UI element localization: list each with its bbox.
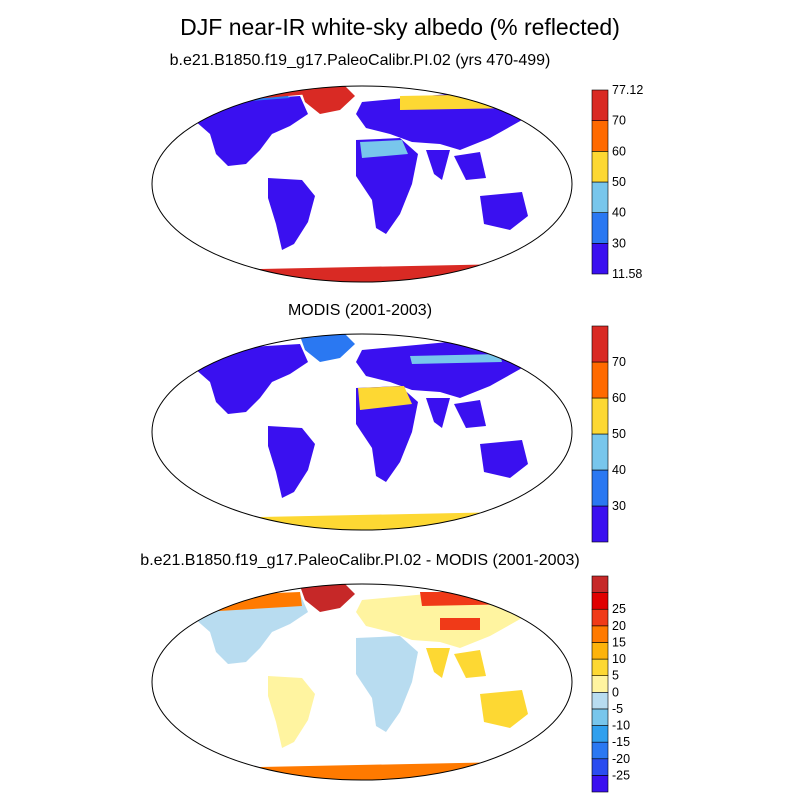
land-greenland (300, 584, 355, 612)
colorbar-segment (591, 692, 609, 710)
colorbar-segment (591, 397, 609, 435)
land-siberia-band (410, 354, 502, 364)
land-antarctica (152, 512, 570, 530)
colorbar-tick-label: 0 (612, 685, 619, 699)
colorbar-segment (591, 608, 609, 627)
land-siberia-band (420, 592, 522, 606)
colorbar-obs: 30 40 50 60 70 (591, 325, 626, 543)
land-africa (356, 636, 418, 732)
colorbar-segment (591, 361, 609, 399)
panel-title-obs: MODIS (2001-2003) (287, 302, 433, 319)
colorbar-segment (591, 758, 609, 776)
colorbar-segment (591, 469, 609, 507)
land-north-america (194, 594, 308, 664)
land-sahara (358, 386, 412, 410)
map-diff (151, 583, 573, 781)
colorbar-tick-label: 50 (612, 175, 626, 189)
colorbar-tick-label: 40 (612, 206, 626, 220)
colorbar-segment (591, 151, 609, 183)
land-india (426, 398, 450, 428)
colorbar-segment (591, 725, 609, 743)
land-southeast-asia (454, 650, 486, 678)
land-greenland (300, 334, 355, 362)
land-india (426, 648, 450, 678)
colorbar-segment (591, 592, 609, 610)
colorbar-tick-label: 5 (612, 669, 619, 683)
land-india (426, 150, 450, 180)
colorbar-tick-label: 60 (612, 144, 626, 158)
colorbar-segment (591, 642, 609, 660)
land-australia (480, 192, 528, 230)
colorbar-tick-label: 40 (612, 463, 626, 477)
colorbar-segment (591, 625, 609, 643)
colorbar-segment (591, 243, 609, 275)
land-tibet (440, 618, 480, 630)
land-north-america (194, 344, 308, 414)
colorbar-segment (591, 325, 609, 363)
colorbar-segment (591, 575, 609, 593)
land-australia (480, 690, 528, 728)
colorbar-tick-label: -15 (612, 735, 630, 749)
colorbar-segment (591, 181, 609, 213)
colorbar-tick-label: 30 (612, 236, 626, 250)
colorbar-tick-label: 70 (612, 114, 626, 128)
land-antarctica (152, 264, 570, 282)
colorbar-tick-label: 15 (612, 635, 626, 649)
colorbar-tick-label: 70 (612, 355, 626, 369)
map-border (151, 333, 573, 531)
land-antarctica (152, 762, 570, 780)
colorbar-tick-label: 25 (612, 602, 626, 616)
colorbar-segment (591, 658, 609, 676)
land-southeast-asia (454, 400, 486, 428)
land-africa (356, 386, 418, 482)
colorbar-segment (591, 675, 609, 693)
colorbar-tick-label: 60 (612, 391, 626, 405)
colorbar-tick-label: -5 (612, 702, 623, 716)
colorbar-tick-label: -10 (612, 719, 630, 733)
colorbar-tick-label: 77.12 (612, 83, 643, 97)
land-southeast-asia (454, 152, 486, 180)
colorbar-tick-label: 11.58 (612, 267, 642, 281)
figure-title: DJF near-IR white-sky albedo (% reflecte… (180, 14, 620, 40)
land-australia (480, 440, 528, 478)
land-greenland (300, 86, 355, 114)
colorbar-tick-label: -20 (612, 752, 630, 766)
colorbar-tick-label: 20 (612, 619, 626, 633)
colorbar-segment (591, 741, 609, 760)
panel-title-diff: b.e21.B1850.f19_g17.PaleoCalibr.PI.02 - … (140, 552, 580, 569)
land-sahara (360, 140, 408, 158)
colorbar-tick-label: 10 (612, 652, 626, 666)
map-border (151, 85, 573, 283)
colorbar-diff: -25 -20 -15 -10 -5 0 5 10 15 20 25 (591, 575, 630, 793)
colorbar-tick-label: -25 (612, 768, 630, 782)
land-south-america (268, 676, 315, 748)
land-south-america (268, 178, 315, 250)
colorbar-tick-label: 30 (612, 499, 626, 513)
colorbar-segment (591, 212, 609, 244)
colorbar-tick-label: 50 (612, 427, 626, 441)
panel-title-model: b.e21.B1850.f19_g17.PaleoCalibr.PI.02 (y… (169, 52, 551, 69)
land-africa (356, 138, 418, 234)
colorbar-segment (591, 708, 609, 726)
land-south-america (268, 426, 315, 498)
colorbar-segment (591, 505, 609, 543)
map-model (151, 85, 573, 283)
colorbar-segment (591, 89, 609, 121)
colorbar-segment (591, 120, 609, 152)
colorbar-segment (591, 775, 609, 793)
colorbar-model: 11.58 30 40 50 60 70 77.12 (591, 83, 643, 281)
colorbar-segment (591, 433, 609, 471)
map-obs (151, 333, 573, 531)
map-border (151, 583, 573, 781)
land-north-america (194, 96, 308, 166)
